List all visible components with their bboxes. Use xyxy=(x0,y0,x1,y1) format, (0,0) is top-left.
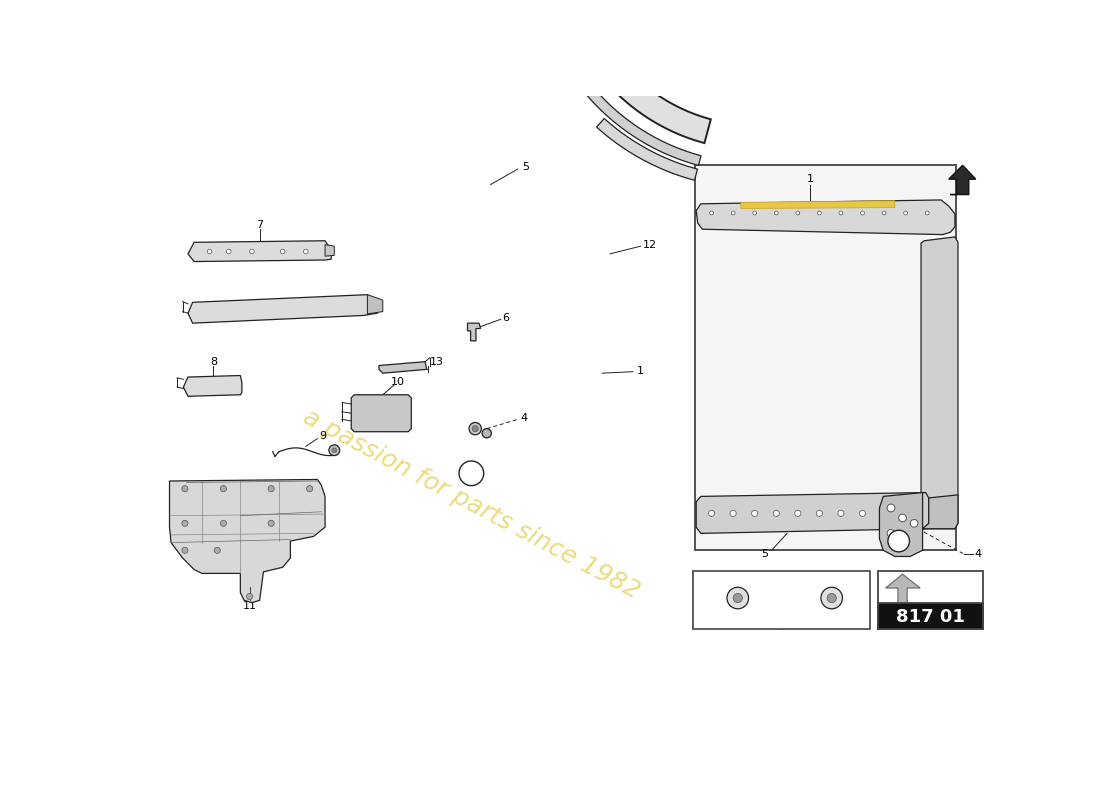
Polygon shape xyxy=(351,394,411,432)
Polygon shape xyxy=(184,375,242,396)
Text: 2: 2 xyxy=(788,574,795,584)
Circle shape xyxy=(882,211,886,215)
Circle shape xyxy=(752,211,757,215)
Circle shape xyxy=(796,211,800,215)
Circle shape xyxy=(859,510,866,517)
Circle shape xyxy=(816,510,823,517)
Polygon shape xyxy=(573,72,701,166)
FancyBboxPatch shape xyxy=(695,166,957,550)
Circle shape xyxy=(899,514,906,522)
Polygon shape xyxy=(367,294,383,314)
Polygon shape xyxy=(948,166,976,194)
Text: a passion for parts since 1982: a passion for parts since 1982 xyxy=(299,405,644,603)
Circle shape xyxy=(268,486,274,492)
Polygon shape xyxy=(188,241,331,262)
Circle shape xyxy=(469,422,482,435)
Circle shape xyxy=(472,426,478,432)
Text: 4: 4 xyxy=(975,549,981,559)
Circle shape xyxy=(925,211,930,215)
Text: 6: 6 xyxy=(503,313,509,322)
Circle shape xyxy=(332,448,337,453)
Text: 3: 3 xyxy=(894,534,903,547)
Text: 2: 2 xyxy=(468,467,475,480)
Circle shape xyxy=(821,587,843,609)
Circle shape xyxy=(727,587,748,609)
Circle shape xyxy=(710,211,714,215)
Circle shape xyxy=(774,211,778,215)
Polygon shape xyxy=(886,574,921,603)
Circle shape xyxy=(307,486,312,492)
Circle shape xyxy=(860,211,865,215)
Text: 7: 7 xyxy=(256,220,263,230)
Polygon shape xyxy=(880,493,958,557)
Polygon shape xyxy=(378,362,427,373)
Polygon shape xyxy=(188,294,378,323)
Circle shape xyxy=(794,510,801,517)
Text: 12: 12 xyxy=(642,240,657,250)
Text: 8: 8 xyxy=(210,358,217,367)
Text: 3: 3 xyxy=(703,574,710,584)
Circle shape xyxy=(881,510,888,517)
Polygon shape xyxy=(468,323,481,341)
Circle shape xyxy=(268,520,274,526)
Polygon shape xyxy=(583,38,711,143)
Circle shape xyxy=(732,211,735,215)
Circle shape xyxy=(207,250,212,254)
Circle shape xyxy=(902,510,909,517)
FancyBboxPatch shape xyxy=(693,571,870,629)
Circle shape xyxy=(182,547,188,554)
Text: 10: 10 xyxy=(392,378,405,387)
Circle shape xyxy=(904,211,907,215)
Circle shape xyxy=(730,510,736,517)
Circle shape xyxy=(220,486,227,492)
Circle shape xyxy=(329,445,340,455)
Polygon shape xyxy=(596,118,697,180)
Text: 11: 11 xyxy=(243,601,256,610)
Circle shape xyxy=(708,510,715,517)
Circle shape xyxy=(838,510,844,517)
Text: 817 01: 817 01 xyxy=(896,608,965,626)
Circle shape xyxy=(250,250,254,254)
FancyBboxPatch shape xyxy=(878,603,983,629)
Circle shape xyxy=(887,504,895,512)
FancyBboxPatch shape xyxy=(878,571,983,629)
Text: 13: 13 xyxy=(430,357,443,366)
Circle shape xyxy=(220,520,227,526)
Text: 4: 4 xyxy=(520,413,527,423)
Polygon shape xyxy=(326,245,334,256)
Circle shape xyxy=(182,486,188,492)
Text: 1: 1 xyxy=(806,174,814,184)
Text: 5: 5 xyxy=(761,549,768,559)
Circle shape xyxy=(227,250,231,254)
Polygon shape xyxy=(169,479,326,602)
Circle shape xyxy=(839,211,843,215)
Circle shape xyxy=(182,520,188,526)
Circle shape xyxy=(817,211,822,215)
Circle shape xyxy=(887,530,895,538)
Circle shape xyxy=(482,429,492,438)
Text: 1: 1 xyxy=(637,366,645,376)
Circle shape xyxy=(827,594,836,602)
Circle shape xyxy=(900,540,908,548)
Polygon shape xyxy=(741,201,895,209)
Circle shape xyxy=(304,250,308,254)
Polygon shape xyxy=(696,493,928,534)
Circle shape xyxy=(280,250,285,254)
Circle shape xyxy=(911,519,917,527)
Circle shape xyxy=(459,461,484,486)
Polygon shape xyxy=(696,200,955,234)
Circle shape xyxy=(733,594,742,602)
Circle shape xyxy=(773,510,779,517)
Text: 9: 9 xyxy=(319,431,327,442)
Circle shape xyxy=(246,594,253,599)
Polygon shape xyxy=(921,237,958,529)
Circle shape xyxy=(751,510,758,517)
Text: 5: 5 xyxy=(521,162,529,172)
Circle shape xyxy=(214,547,220,554)
Circle shape xyxy=(888,530,910,552)
